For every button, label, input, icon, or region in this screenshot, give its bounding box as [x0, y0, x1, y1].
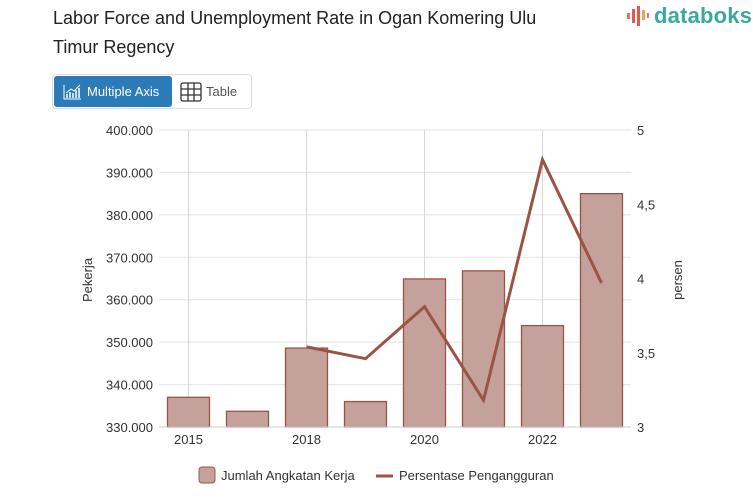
y2-tick-label: 4 [637, 272, 644, 287]
bar-2021[interactable] [461, 270, 506, 428]
legend: Jumlah Angkatan Kerja Persentase Pengang… [198, 466, 554, 484]
x-tick-label: 2022 [528, 432, 557, 447]
chart-icon [63, 84, 81, 99]
y-tick-label: 390.000 [106, 165, 153, 180]
y2-axis-label: persen [670, 260, 685, 300]
y-tick-label: 370.000 [106, 250, 153, 265]
x-tick-label: 2015 [174, 432, 203, 447]
table-label: Table [206, 84, 238, 99]
y2-tick-label: 3,5 [637, 346, 655, 361]
y-tick-label: 340.000 [106, 378, 153, 393]
y-axis-label: Pekerja [80, 257, 95, 302]
logo-text: databoks [654, 3, 753, 28]
bar-2019[interactable] [343, 400, 388, 428]
bar-2015[interactable] [166, 396, 211, 428]
chart-title: Labor Force and Unemployment Rate in Oga… [53, 8, 537, 57]
bar-2020[interactable] [402, 278, 447, 428]
legend-line-label[interactable]: Persentase Pengangguran [399, 468, 554, 483]
y2-tick-label: 5 [637, 123, 644, 138]
y-tick-label: 330.000 [106, 420, 153, 435]
bar-2023[interactable] [579, 192, 624, 428]
table-icon [180, 81, 202, 102]
y2-tick-label: 4,5 [637, 197, 655, 212]
multiple-axis-label: Multiple Axis [87, 84, 160, 99]
x-tick-label: 2018 [292, 432, 321, 447]
view-toggle: Multiple Axis Table [52, 74, 252, 109]
y-tick-label: 400.000 [106, 123, 153, 138]
bar-2017[interactable] [225, 410, 270, 428]
multiple-axis-button[interactable]: Multiple Axis [54, 76, 172, 107]
logo-bars-icon [627, 6, 649, 26]
legend-bar-label[interactable]: Jumlah Angkatan Kerja [221, 468, 355, 483]
y2-tick-label: 3 [637, 420, 644, 435]
table-button[interactable]: Table [172, 76, 245, 107]
y-tick-label: 350.000 [106, 335, 153, 350]
unemployment-line[interactable] [306, 155, 603, 405]
databoks-logo: databoks [626, 3, 752, 29]
bar-2022[interactable] [520, 324, 565, 428]
y-tick-label: 380.000 [106, 208, 153, 223]
y-tick-label: 360.000 [106, 293, 153, 308]
bar-2018[interactable] [284, 347, 329, 428]
x-tick-label: 2020 [410, 432, 439, 447]
legend-bar-swatch [198, 466, 216, 484]
